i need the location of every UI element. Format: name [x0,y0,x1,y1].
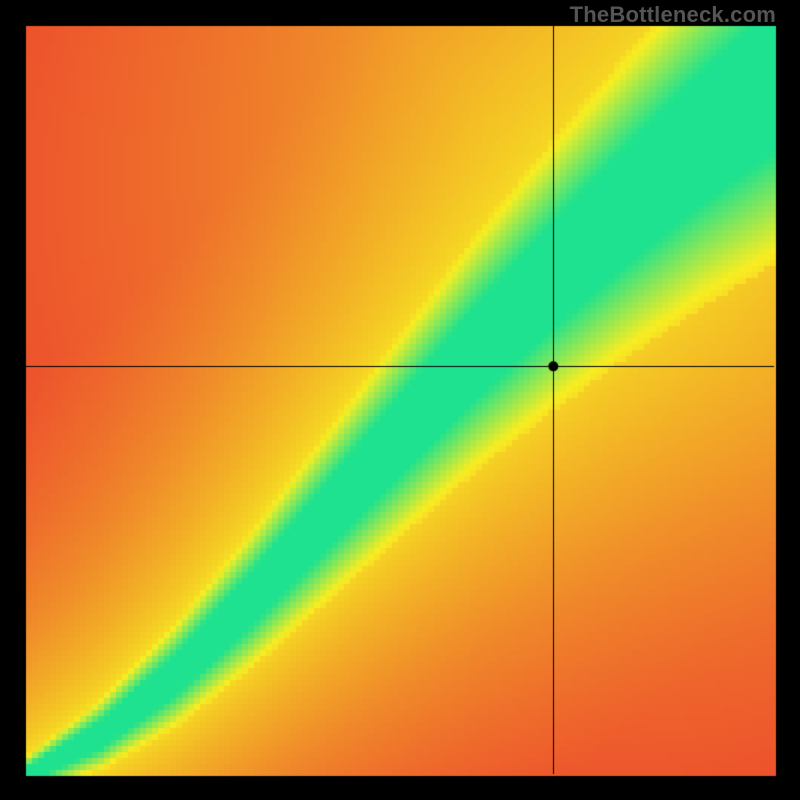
chart-container: TheBottleneck.com [0,0,800,800]
bottleneck-heatmap [0,0,800,800]
watermark-text: TheBottleneck.com [570,2,776,28]
